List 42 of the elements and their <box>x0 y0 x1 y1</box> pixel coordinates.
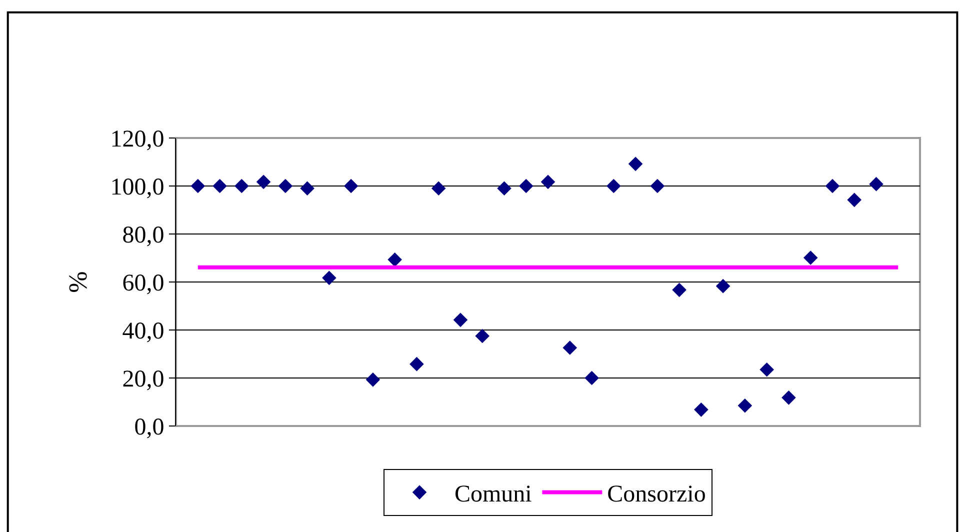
point <box>606 178 621 194</box>
y-axis-title: % <box>64 271 93 293</box>
point <box>672 282 686 298</box>
point <box>869 176 884 192</box>
point <box>540 174 556 190</box>
point <box>453 312 468 328</box>
legend-label: Comuni <box>454 482 532 508</box>
point <box>300 181 314 196</box>
point <box>475 328 490 344</box>
point <box>518 178 534 194</box>
point <box>410 356 424 372</box>
y-tick-label: 60,0 <box>122 270 164 296</box>
y-tick-label: 0,0 <box>134 414 164 440</box>
point <box>650 178 665 194</box>
point <box>388 252 402 267</box>
point <box>431 181 446 196</box>
point <box>562 340 578 355</box>
y-tick-label: 20,0 <box>122 366 164 392</box>
legend-label: Consorzio <box>607 482 706 508</box>
y-tick-label: 100,0 <box>110 174 164 200</box>
y-tick-label: 120,0 <box>110 126 164 152</box>
point <box>694 402 708 417</box>
point <box>497 181 512 196</box>
point <box>322 270 336 286</box>
point <box>190 178 206 194</box>
point <box>628 156 643 172</box>
point <box>738 398 752 413</box>
point <box>782 390 796 405</box>
point <box>212 178 227 194</box>
point <box>760 362 774 377</box>
point <box>366 372 380 387</box>
point <box>256 174 271 190</box>
point <box>234 178 249 194</box>
point <box>584 370 599 386</box>
point <box>716 278 730 294</box>
point <box>344 178 358 194</box>
point <box>847 192 862 208</box>
y-tick-label: 40,0 <box>122 318 164 344</box>
point <box>278 178 293 194</box>
y-tick-label: 80,0 <box>122 222 164 248</box>
point <box>803 250 818 265</box>
point <box>825 178 840 194</box>
